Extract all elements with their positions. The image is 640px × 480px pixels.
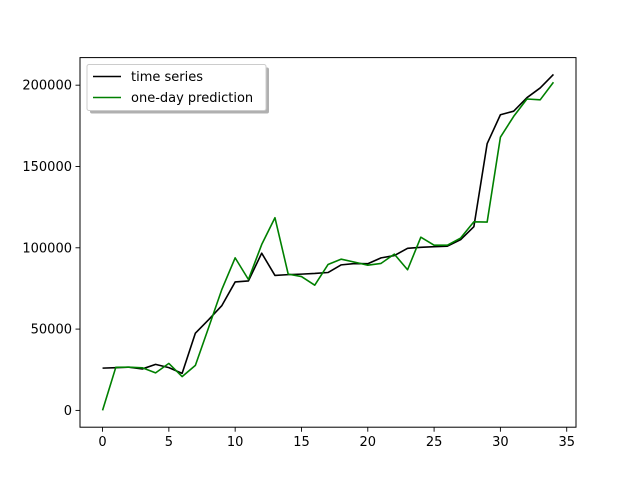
legend-label-0: time series: [131, 70, 203, 85]
series-layer: [101, 73, 555, 411]
y-axis: 0 50000 100000 150000 200000: [22, 79, 80, 419]
x-tick-label: 35: [558, 435, 575, 450]
x-tick-label: 10: [227, 435, 244, 450]
x-tick-label: 20: [360, 435, 377, 450]
y-tick-label: 50000: [31, 323, 72, 338]
x-axis: 0 5 10 15 20 25 30 35: [98, 427, 575, 450]
y-tick-label: 0: [64, 404, 72, 419]
legend-box: [86, 64, 267, 111]
y-tick-label: 150000: [22, 160, 72, 175]
x-tick-label: 30: [492, 435, 509, 450]
x-tick-label: 15: [293, 435, 310, 450]
x-tick-label: 0: [98, 435, 106, 450]
y-tick-label: 200000: [22, 79, 72, 94]
legend: time series one-day prediction: [86, 64, 269, 114]
series-line-1: [101, 81, 555, 411]
y-tick-label: 100000: [22, 241, 72, 256]
legend-label-1: one-day prediction: [131, 91, 253, 106]
x-tick-label: 5: [165, 435, 173, 450]
x-tick-label: 25: [426, 435, 443, 450]
